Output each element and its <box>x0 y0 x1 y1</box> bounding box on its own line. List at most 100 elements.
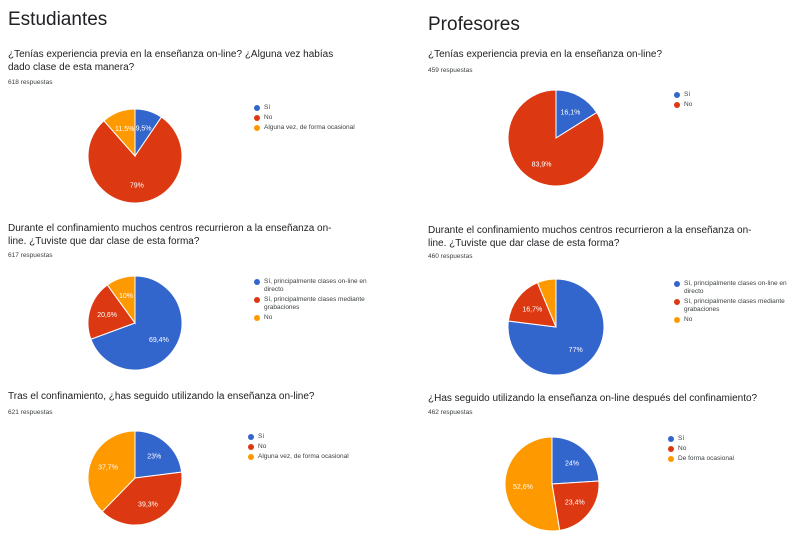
pie-slice <box>87 430 136 513</box>
pie-slice <box>103 108 136 158</box>
chart-legend: Sí No De forma ocasional <box>668 435 786 465</box>
slice-label: 16,1% <box>560 109 580 116</box>
legend-swatch <box>668 456 674 462</box>
legend-item: No <box>674 101 792 109</box>
slice-label: 23,4% <box>565 500 585 507</box>
legend-label: Sí <box>684 91 691 98</box>
legend-item: De forma ocasional <box>668 455 786 463</box>
legend-swatch <box>254 279 260 285</box>
legend-item: Sí <box>254 104 372 112</box>
legend-label: Sí, principalmente clases on-line en dir… <box>684 280 787 295</box>
pie-chart: 77% 16,7% <box>507 278 605 376</box>
slice-label: 11,5% <box>115 126 134 133</box>
response-count: 618 respuestas <box>8 79 53 86</box>
legend-swatch <box>674 102 680 108</box>
legend-label: Sí <box>678 435 685 442</box>
pie-chart: 9,5% 79% 11,5% <box>87 108 183 204</box>
legend-swatch <box>248 454 254 460</box>
response-count: 459 respuestas <box>428 67 473 74</box>
question-title: Durante el confinamiento muchos centros … <box>8 223 332 247</box>
legend-swatch <box>254 297 260 303</box>
legend-label: No <box>264 114 273 121</box>
legend-label: Sí, principalmente clases mediante graba… <box>264 296 365 311</box>
legend-item: Sí, principalmente clases on-line en dir… <box>254 278 372 294</box>
legend-item: Sí, principalmente clases on-line en dir… <box>674 280 792 296</box>
response-count: 617 respuestas <box>8 252 53 259</box>
legend-label: No <box>684 316 693 323</box>
legend-swatch <box>254 115 260 121</box>
pie-slice <box>87 284 136 340</box>
pie-slice <box>87 116 183 204</box>
chart-legend: Sí No <box>674 91 792 111</box>
slice-label: 16,7% <box>522 306 542 313</box>
legend-item: Sí <box>674 91 792 99</box>
question-title: ¿Has seguido utilizando la enseñanza on-… <box>428 393 758 404</box>
pie-slice <box>134 430 183 479</box>
legend-swatch <box>254 105 260 111</box>
legend-item: Sí, principalmente clases mediante graba… <box>254 296 372 312</box>
question-title: Tras el confinamiento, ¿has seguido util… <box>8 391 315 402</box>
legend-label: Sí <box>264 104 271 111</box>
teachers-section-title: Profesores <box>428 14 520 35</box>
legend-swatch <box>674 92 680 98</box>
slice-label: 23% <box>147 454 161 461</box>
question-title: ¿Tenías experiencia previa en la enseñan… <box>8 49 334 73</box>
pie-slice <box>101 471 183 526</box>
legend-item: No <box>248 443 366 451</box>
pie-chart: 69,4% 20,6% 10% <box>87 275 183 371</box>
legend-item: Alguna vez, de forma ocasional <box>248 453 366 461</box>
pie-slice <box>536 278 557 328</box>
slice-label: 24% <box>565 460 579 467</box>
pie-slice <box>90 275 183 371</box>
legend-label: Sí <box>258 433 265 440</box>
legend-swatch <box>668 446 674 452</box>
pie-chart: 16,1% 83,9% <box>507 89 605 187</box>
legend-label: Sí, principalmente clases on-line en dir… <box>264 278 367 293</box>
slice-label: 39,3% <box>138 502 158 509</box>
pie-slice <box>551 480 600 531</box>
legend-swatch <box>668 436 674 442</box>
question-title: ¿Tenías experiencia previa en la enseñan… <box>428 49 663 60</box>
legend-label: No <box>258 443 267 450</box>
slice-label: 79% <box>130 183 144 190</box>
question-title: Durante el confinamiento muchos centros … <box>428 225 752 249</box>
slice-label: 77% <box>569 347 583 354</box>
legend-item: Alguna vez, de forma ocasional <box>254 124 372 132</box>
response-count: 462 respuestas <box>428 409 473 416</box>
chart-legend: Sí, principalmente clases on-line en dir… <box>674 280 792 326</box>
legend-item: No <box>254 114 372 122</box>
response-count: 621 respuestas <box>8 409 53 416</box>
pie-slice <box>555 89 598 139</box>
legend-swatch <box>248 434 254 440</box>
pie-chart: 23% 39,3% 37,7% <box>87 430 183 526</box>
slice-label: 69,4% <box>149 337 169 344</box>
legend-item: Sí, principalmente clases mediante graba… <box>674 298 792 314</box>
legend-label: No <box>678 445 687 452</box>
pie-slice <box>106 275 136 325</box>
response-count: 460 respuestas <box>428 253 473 260</box>
legend-item: No <box>668 445 786 453</box>
legend-item: Sí <box>668 435 786 443</box>
pie-slice <box>504 436 561 532</box>
legend-label: No <box>264 314 273 321</box>
legend-swatch <box>674 281 680 287</box>
pie-slice <box>507 89 605 187</box>
slice-label: 52,6% <box>513 484 533 491</box>
legend-swatch <box>674 317 680 323</box>
slice-label: 10% <box>119 293 133 300</box>
chart-legend: Sí No Alguna vez, de forma ocasional <box>248 433 366 463</box>
slice-label: 83,9% <box>532 162 552 169</box>
legend-item: No <box>254 314 372 322</box>
legend-swatch <box>254 125 260 131</box>
legend-swatch <box>674 299 680 305</box>
pie-slice <box>551 436 600 485</box>
legend-item: Sí <box>248 433 366 441</box>
legend-label: Sí, principalmente clases mediante graba… <box>684 298 785 313</box>
chart-legend: Sí No Alguna vez, de forma ocasional <box>254 104 372 134</box>
slice-label: 37,7% <box>98 465 118 472</box>
pie-chart: 24% 23,4% 52,6% <box>504 436 600 532</box>
slice-label: 9,5% <box>136 126 152 133</box>
legend-label: Alguna vez, de forma ocasional <box>264 124 355 131</box>
legend-label: Alguna vez, de forma ocasional <box>258 453 349 460</box>
chart-legend: Sí, principalmente clases on-line en dir… <box>254 278 372 324</box>
